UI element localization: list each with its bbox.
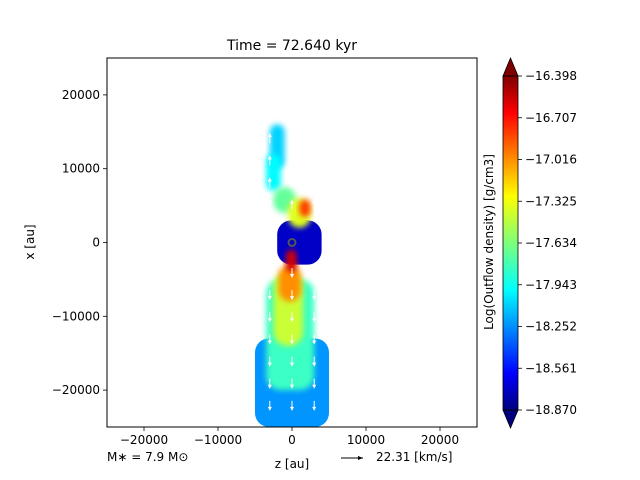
velocity-arrow xyxy=(312,268,317,279)
velocity-arrow xyxy=(312,155,317,166)
velocity-arrow xyxy=(267,356,272,367)
velocity-arrow xyxy=(312,290,317,301)
colorbar-gradient xyxy=(503,76,518,410)
x-axis-ticks: −20000 −10000 0 10000 20000 xyxy=(120,427,459,447)
velocity-arrow xyxy=(267,334,272,345)
velocity-arrow xyxy=(290,356,294,367)
lower-lobe-band-3 xyxy=(278,264,301,302)
colorbar-ticks: −16.398 −16.707 −17.016 −17.325 −17.634 −17.9… xyxy=(518,69,577,417)
velocity-arrow xyxy=(290,378,294,389)
velocity-arrow xyxy=(290,400,294,411)
stellar-mass-annotation: M∗ = 7.9 M⊙ xyxy=(107,450,188,464)
x-axis-label: z [au] xyxy=(275,457,309,471)
y-axis-ticks: 20000 10000 0 −10000 −20000 xyxy=(52,88,107,397)
velocity-arrow xyxy=(290,199,294,210)
velocity-arrow xyxy=(267,155,272,166)
y-tick-label: −10000 xyxy=(52,309,100,323)
velocity-key-arrow-head xyxy=(358,456,363,460)
y-tick-label: 20000 xyxy=(62,88,100,102)
velocity-arrow xyxy=(312,111,317,122)
lower-lobe-band-4 xyxy=(286,249,297,273)
upper-lobe-band-2 xyxy=(266,153,281,191)
velocity-arrow xyxy=(312,312,317,323)
x-tick-label: 10000 xyxy=(347,433,385,447)
velocity-arrow xyxy=(267,378,272,389)
y-tick-label: −20000 xyxy=(52,383,100,397)
velocity-arrow xyxy=(312,334,317,345)
velocity-arrow xyxy=(312,177,317,188)
colorbar-tick-label: −17.634 xyxy=(525,236,577,250)
y-tick-label: 10000 xyxy=(62,162,100,176)
x-tick-label: 20000 xyxy=(421,433,459,447)
velocity-arrow xyxy=(290,268,294,279)
velocity-arrow xyxy=(290,66,294,77)
colorbar-tick-label: −18.561 xyxy=(525,361,577,375)
velocity-arrow xyxy=(290,290,294,301)
velocity-arrow xyxy=(267,290,272,301)
velocity-arrow xyxy=(290,155,294,166)
x-tick-label: −10000 xyxy=(194,433,242,447)
plot-area xyxy=(106,57,478,428)
velocity-arrow xyxy=(290,312,294,323)
colorbar: −16.398 −16.707 −17.016 −17.325 −17.634 −17.9… xyxy=(482,56,577,430)
colorbar-tick-label: −18.252 xyxy=(525,320,577,334)
velocity-arrow xyxy=(267,133,272,144)
velocity-key-label: 22.31 [km/s] xyxy=(376,450,452,464)
colorbar-tick-label: −18.870 xyxy=(525,403,577,417)
velocity-arrow xyxy=(290,88,294,99)
y-axis-label: x [au] xyxy=(23,224,37,259)
velocity-arrow xyxy=(267,111,272,122)
velocity-arrow xyxy=(312,356,317,367)
chart-title: Time = 72.640 kyr xyxy=(226,38,357,54)
colorbar-tick-label: −17.325 xyxy=(525,194,577,208)
colorbar-label: Log(Outflow density) [g/cm3] xyxy=(482,154,496,330)
velocity-arrow xyxy=(290,334,294,345)
velocity-arrow xyxy=(290,111,294,122)
protostar-marker xyxy=(287,238,297,247)
velocity-arrow xyxy=(312,400,317,411)
colorbar-tick-label: −17.943 xyxy=(525,278,577,292)
velocity-arrow xyxy=(290,133,294,144)
velocity-arrow xyxy=(290,177,294,188)
x-tick-label: 0 xyxy=(288,433,296,447)
velocity-arrow xyxy=(312,88,317,99)
velocity-arrow xyxy=(267,177,272,188)
colorbar-extend-bottom xyxy=(502,409,519,430)
velocity-arrows xyxy=(267,66,317,411)
velocity-arrow xyxy=(267,268,272,279)
velocity-arrow xyxy=(312,133,317,144)
velocity-arrow xyxy=(267,66,272,77)
velocity-arrow xyxy=(312,66,317,77)
y-tick-label: 0 xyxy=(92,236,100,250)
velocity-arrow xyxy=(267,88,272,99)
velocity-arrow xyxy=(312,199,317,210)
velocity-arrow xyxy=(267,400,272,411)
colorbar-tick-label: −16.707 xyxy=(525,111,577,125)
colorbar-tick-label: −17.016 xyxy=(525,153,577,167)
velocity-arrow xyxy=(312,378,317,389)
colorbar-extend-top xyxy=(502,56,519,77)
upper-lobe-band-5 xyxy=(299,199,311,217)
colorbar-tick-label: −16.398 xyxy=(525,69,577,83)
velocity-arrow xyxy=(267,312,272,323)
velocity-arrow xyxy=(267,199,272,210)
x-tick-label: −20000 xyxy=(120,433,168,447)
velocity-key: 22.31 [km/s] xyxy=(341,450,452,464)
